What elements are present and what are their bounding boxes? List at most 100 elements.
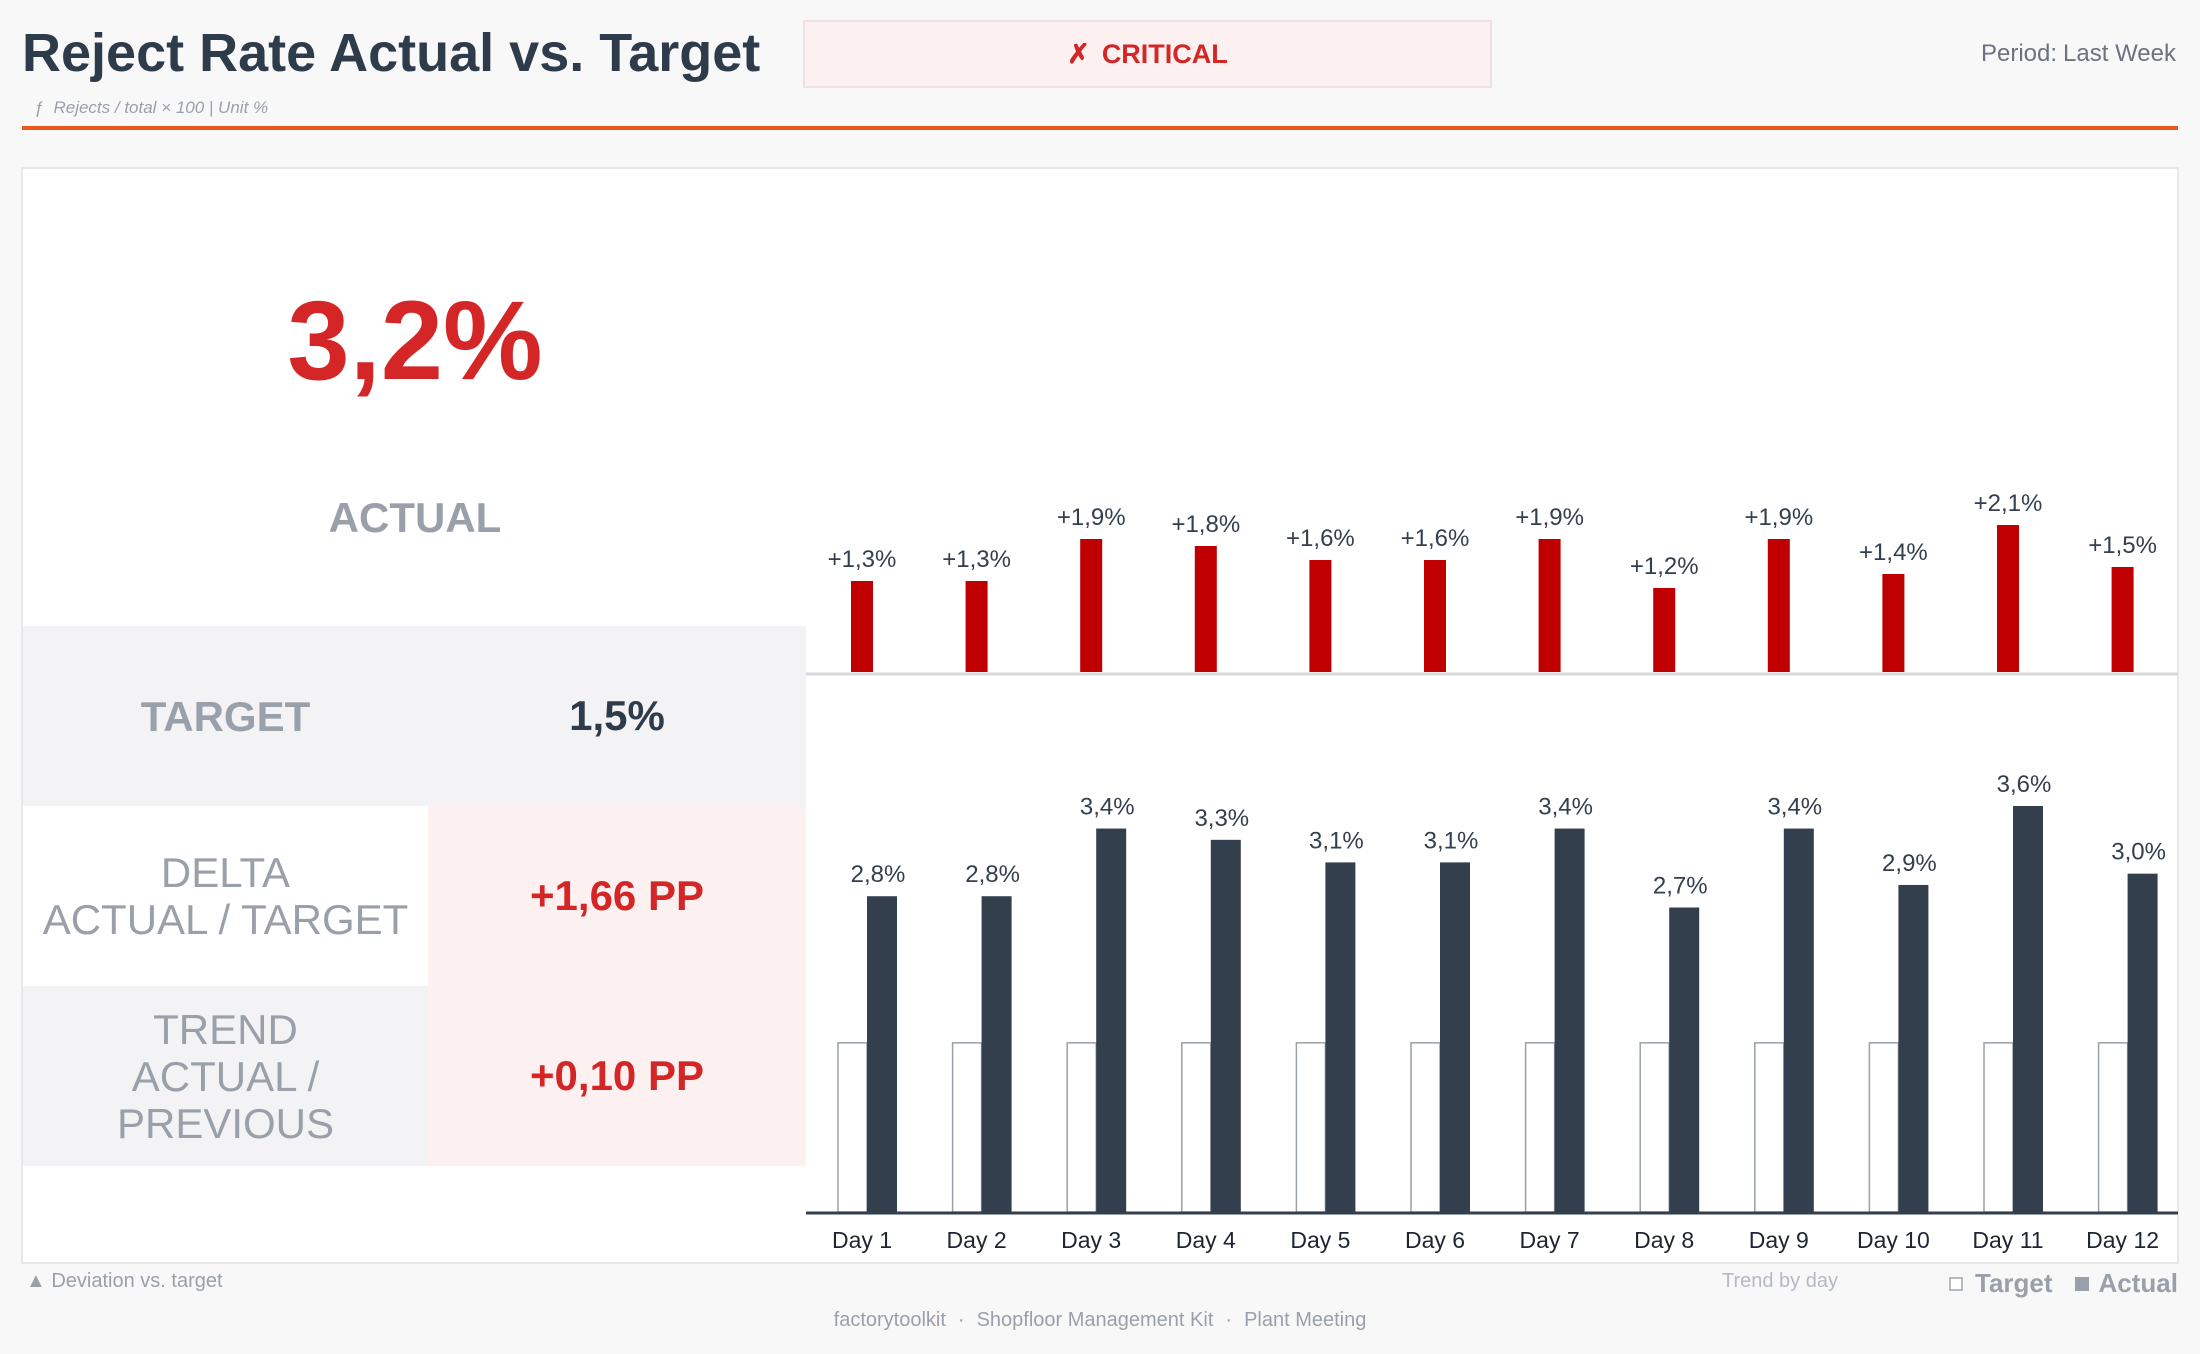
x-tick-label: Day 2 — [947, 1227, 1007, 1253]
formula-subtitle: ƒ Rejects / total × 100 | Unit % — [34, 98, 268, 118]
deviation-label: +1,9% — [1515, 504, 1584, 531]
actual-label: 2,9% — [1882, 850, 1937, 877]
actual-bar — [1898, 884, 1929, 1212]
deviation-bar — [2111, 567, 2134, 672]
deviation-bar — [1882, 574, 1905, 672]
target-bar — [1983, 1042, 2014, 1213]
period-label: Period: — [1981, 40, 2058, 67]
trend-note: Trend by day — [1722, 1270, 1838, 1292]
target-bar — [1639, 1042, 1670, 1213]
actual-bar — [1210, 839, 1241, 1212]
deviation-bar — [965, 581, 988, 672]
deviation-label: +1,6% — [1286, 525, 1355, 552]
actual-label: 3,1% — [1309, 827, 1364, 854]
deviation-label: +1,9% — [1057, 504, 1126, 531]
deviation-bar — [1767, 539, 1790, 672]
period-value: Last Week — [2063, 40, 2176, 67]
triangle-up-icon: ▲ — [26, 1270, 46, 1292]
delta-label-line2: ACTUAL / TARGET — [42, 896, 409, 943]
target-bar — [1754, 1042, 1785, 1213]
target-bar — [1524, 1042, 1556, 1213]
actual-bar — [2013, 806, 2043, 1212]
deviation-label: +1,6% — [1401, 525, 1470, 552]
credits: factorytoolkit · Shopfloor Management Kit ·… — [0, 1309, 2200, 1332]
actual-label: 2,8% — [965, 861, 1020, 888]
delta-value: +1,66 PP — [428, 806, 806, 986]
actual-label: 3,3% — [1194, 805, 1249, 832]
legend-target-label: Target — [1975, 1268, 2053, 1298]
trend-row: TREND ACTUAL / PREVIOUS +0,10 PP — [23, 986, 806, 1166]
deviation-label: +1,3% — [942, 546, 1011, 573]
deviation-label: +1,2% — [1630, 553, 1699, 580]
legend-target-swatch — [1949, 1276, 1963, 1291]
delta-label: DELTA ACTUAL / TARGET — [23, 806, 428, 986]
target-bar — [1410, 1042, 1441, 1213]
legend-actual-label: Actual — [2098, 1268, 2178, 1298]
period-info: Period: Last Week — [1981, 40, 2176, 68]
trend-label-line2: ACTUAL / — [131, 1052, 320, 1100]
deviation-label: +1,9% — [1744, 504, 1813, 531]
actual-bar — [1554, 828, 1585, 1212]
x-mark-icon: ✗ — [1067, 38, 1090, 69]
deviation-label: +2,1% — [1974, 490, 2043, 517]
x-tick-label: Day 7 — [1520, 1227, 1580, 1253]
kpi-panel: 3,2% ACTUAL TARGET 1,5% DELTA ACTUAL / TA… — [21, 167, 2179, 1264]
actual-label: 2,8% — [851, 861, 906, 888]
deviation-bar — [851, 581, 873, 672]
target-label: TARGET — [140, 692, 311, 740]
header-divider — [22, 126, 2178, 130]
actual-bar — [2127, 873, 2158, 1212]
x-tick-label: Day 1 — [832, 1227, 892, 1253]
credit-meeting: Plant Meeting — [1244, 1309, 1367, 1331]
target-bar — [1868, 1042, 1900, 1213]
actual-bar — [1783, 828, 1814, 1212]
actual-label: 2,7% — [1653, 873, 1708, 900]
actual-label: 3,4% — [1538, 794, 1593, 821]
deviation-label: +1,8% — [1171, 511, 1240, 538]
target-bar — [837, 1042, 868, 1213]
target-bar — [1295, 1042, 1327, 1213]
trend-label-line1: TREND — [153, 1005, 298, 1053]
x-tick-label: Day 8 — [1634, 1227, 1694, 1253]
deviation-bar — [1997, 525, 2019, 672]
target-value: 1,5% — [569, 692, 665, 739]
target-bar — [1066, 1042, 1097, 1213]
deviation-note-text: Deviation vs. target — [51, 1270, 223, 1292]
deviation-bar — [1194, 546, 1217, 672]
actual-bar — [1325, 862, 1356, 1212]
deviation-label: +1,5% — [2088, 532, 2157, 559]
target-bar — [2097, 1042, 2129, 1213]
status-badge: ✗ CRITICAL — [803, 20, 1492, 88]
credit-kit: Shopfloor Management Kit — [976, 1309, 1214, 1331]
actual-label: ACTUAL — [328, 494, 502, 541]
credit-separator: · — [957, 1309, 965, 1331]
credit-brand: factorytoolkit — [833, 1309, 946, 1331]
actual-label: 3,4% — [1767, 794, 1822, 821]
actual-bar — [1669, 907, 1700, 1212]
actual-label: 3,0% — [2111, 839, 2166, 866]
actual-label: 3,1% — [1424, 827, 1479, 854]
function-icon: ƒ — [34, 98, 44, 117]
delta-label-line1: DELTA — [160, 849, 291, 896]
x-tick-label: Day 11 — [1972, 1227, 2043, 1253]
x-tick-label: Day 6 — [1405, 1227, 1465, 1253]
formula-text: Rejects / total × 100 | Unit % — [53, 98, 269, 117]
credit-separator: · — [1225, 1309, 1233, 1331]
deviation-bar — [1309, 560, 1332, 672]
actual-label: 3,6% — [1997, 771, 2052, 798]
x-tick-label: Day 3 — [1061, 1227, 1121, 1253]
deviation-label: +1,4% — [1859, 539, 1928, 566]
x-tick-label: Day 10 — [1857, 1227, 1930, 1253]
deviation-bar — [1653, 588, 1676, 672]
chart-legend: Target Actual — [1949, 1268, 2178, 1299]
trend-label-line3: PREVIOUS — [116, 1099, 335, 1147]
actual-bar — [981, 896, 1012, 1212]
x-tick-label: Day 12 — [2086, 1227, 2159, 1253]
actual-value: 3,2% — [287, 278, 543, 403]
x-tick-label: Day 4 — [1176, 1227, 1236, 1253]
status-text: CRITICAL — [1101, 38, 1228, 69]
target-row: TARGET 1,5% — [23, 626, 806, 806]
deviation-bar — [1538, 539, 1561, 672]
trend-value: +0,10 PP — [428, 986, 806, 1166]
deviation-label: +1,3% — [828, 546, 897, 573]
